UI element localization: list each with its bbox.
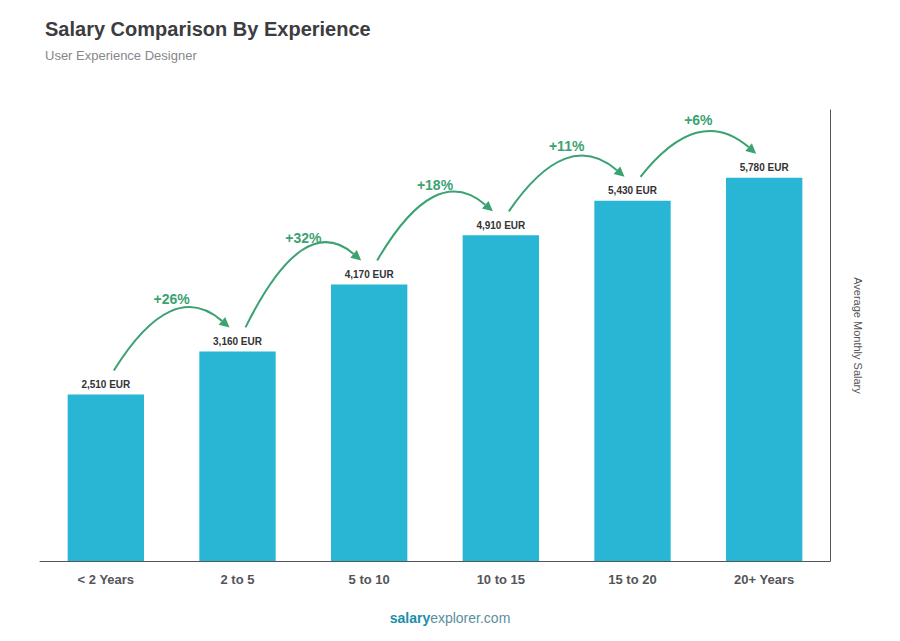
svg-text:15 to 20: 15 to 20 <box>608 572 656 587</box>
svg-text:+26%: +26% <box>154 291 191 307</box>
svg-text:4,910 EUR: 4,910 EUR <box>476 220 526 231</box>
svg-text:+18%: +18% <box>417 177 454 193</box>
svg-text:10 to 15: 10 to 15 <box>477 572 525 587</box>
svg-text:Average Monthly Salary: Average Monthly Salary <box>852 277 864 394</box>
svg-text:5,780 EUR: 5,780 EUR <box>740 162 790 173</box>
svg-text:salary: salary <box>390 610 431 626</box>
svg-text:Salary Comparison By Experienc: Salary Comparison By Experience <box>45 18 371 40</box>
svg-text:+32%: +32% <box>285 230 322 246</box>
svg-text:User Experience Designer: User Experience Designer <box>45 48 197 63</box>
svg-text:4,170 EUR: 4,170 EUR <box>345 269 395 280</box>
svg-text:5 to 10: 5 to 10 <box>349 572 390 587</box>
svg-text:20+ Years: 20+ Years <box>734 572 794 587</box>
svg-text:3,160 EUR: 3,160 EUR <box>213 336 263 347</box>
svg-text:explorer.com: explorer.com <box>430 610 510 626</box>
svg-text:2,510 EUR: 2,510 EUR <box>81 379 131 390</box>
svg-text:< 2 Years: < 2 Years <box>78 572 135 587</box>
svg-text:+11%: +11% <box>549 138 585 154</box>
svg-text:2 to 5: 2 to 5 <box>221 572 255 587</box>
svg-text:+6%: +6% <box>684 112 713 128</box>
svg-text:5,430 EUR: 5,430 EUR <box>608 185 658 196</box>
